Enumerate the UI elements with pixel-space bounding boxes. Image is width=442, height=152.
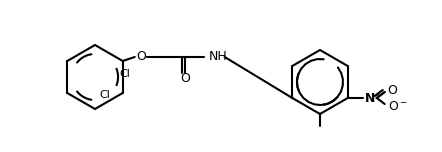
Text: N: N [365,92,375,105]
Text: Cl: Cl [119,69,130,79]
Text: NH: NH [209,50,228,64]
Text: O: O [136,50,146,64]
Text: O$^-$: O$^-$ [388,100,408,112]
Text: $^+$: $^+$ [374,93,382,103]
Text: Cl: Cl [99,90,110,100]
Text: O: O [388,83,398,97]
Text: O: O [180,73,190,85]
